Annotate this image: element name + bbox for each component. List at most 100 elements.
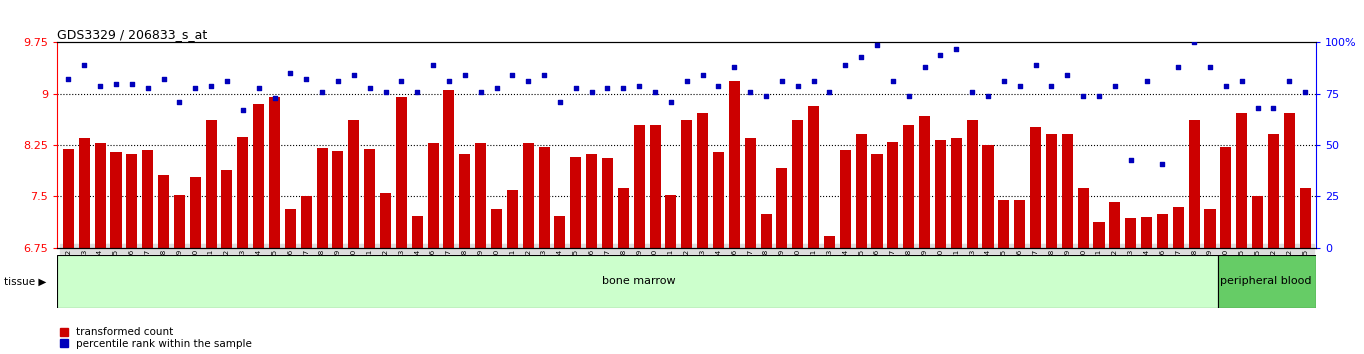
Bar	[237, 137, 248, 248]
Point	[1215, 83, 1237, 88]
Bar	[634, 125, 645, 248]
Point	[74, 62, 95, 68]
Point	[57, 76, 79, 82]
Bar	[94, 143, 105, 248]
Bar	[285, 209, 296, 248]
Point	[1072, 93, 1094, 99]
Point	[1168, 64, 1189, 70]
Point	[771, 79, 792, 84]
Point	[390, 79, 412, 84]
Bar	[618, 188, 629, 248]
Point	[962, 89, 983, 95]
Point	[89, 83, 110, 88]
Point	[216, 79, 237, 84]
Point	[469, 89, 491, 95]
Point	[1088, 93, 1110, 99]
Point	[629, 83, 651, 88]
Point	[454, 73, 476, 78]
Point	[1294, 89, 1316, 95]
Point	[993, 79, 1015, 84]
Point	[1009, 83, 1031, 88]
Point	[1103, 83, 1125, 88]
Bar	[412, 216, 423, 248]
Text: peripheral blood: peripheral blood	[1219, 276, 1311, 286]
Point	[883, 79, 904, 84]
Bar	[697, 113, 708, 248]
Text: GDS3329 / 206833_s_at: GDS3329 / 206833_s_at	[57, 28, 207, 41]
Point	[486, 85, 507, 91]
Bar	[142, 150, 153, 248]
Bar	[1188, 120, 1200, 248]
Bar	[1125, 218, 1136, 248]
Point	[850, 54, 872, 60]
Bar	[587, 154, 597, 248]
Bar	[872, 154, 883, 248]
Point	[280, 70, 301, 76]
Bar	[1157, 213, 1168, 248]
Point	[1151, 161, 1173, 166]
Bar	[427, 143, 439, 248]
Point	[248, 85, 270, 91]
Bar	[1109, 202, 1120, 248]
Bar	[840, 150, 851, 248]
Bar	[539, 147, 550, 248]
Bar	[934, 140, 947, 248]
Bar	[1078, 188, 1088, 248]
Bar	[951, 138, 962, 248]
Point	[1199, 64, 1221, 70]
Point	[550, 99, 572, 105]
Point	[1136, 79, 1158, 84]
Bar	[1142, 217, 1153, 248]
Bar	[807, 106, 820, 248]
Point	[1120, 157, 1142, 162]
Bar	[1284, 113, 1294, 248]
Point	[1183, 40, 1204, 45]
Point	[1056, 73, 1078, 78]
Point	[153, 76, 175, 82]
Point	[756, 93, 777, 99]
Point	[565, 85, 587, 91]
Bar	[602, 158, 612, 248]
Bar	[63, 149, 74, 248]
Bar	[491, 209, 502, 248]
Bar	[1046, 133, 1057, 248]
Bar	[1204, 209, 1215, 248]
Bar	[206, 120, 217, 248]
Point	[502, 73, 524, 78]
Point	[342, 73, 364, 78]
Bar	[998, 200, 1009, 248]
Bar	[1015, 200, 1026, 248]
Point	[675, 79, 697, 84]
Bar	[396, 97, 406, 248]
Bar	[1061, 133, 1073, 248]
Bar	[221, 171, 232, 248]
Point	[311, 89, 333, 95]
Point	[787, 83, 809, 88]
Bar	[522, 143, 533, 248]
Point	[423, 62, 445, 68]
Bar	[776, 168, 787, 248]
Bar	[919, 116, 930, 248]
Bar	[1221, 147, 1232, 248]
Bar	[888, 142, 899, 248]
Point	[184, 85, 206, 91]
Point	[517, 79, 539, 84]
Bar	[348, 120, 359, 248]
Point	[296, 76, 318, 82]
Point	[644, 89, 666, 95]
Bar	[460, 154, 471, 248]
Bar	[475, 143, 486, 248]
Point	[723, 64, 745, 70]
Bar	[79, 138, 90, 248]
Point	[406, 89, 428, 95]
Point	[1041, 83, 1063, 88]
Bar	[982, 145, 993, 248]
Point	[232, 107, 254, 113]
Bar	[855, 133, 866, 248]
Text: bone marrow: bone marrow	[603, 276, 677, 286]
Bar	[507, 190, 518, 248]
Bar	[110, 152, 121, 248]
Point	[692, 73, 713, 78]
Point	[977, 93, 998, 99]
Point	[596, 85, 618, 91]
